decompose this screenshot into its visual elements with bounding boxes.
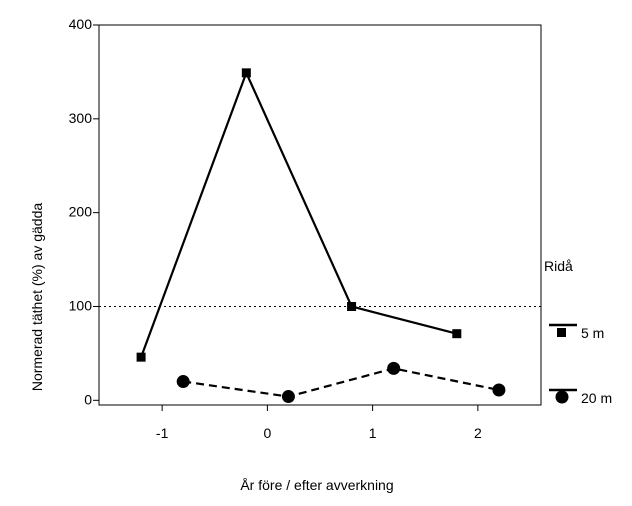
y-tick-label: 400 bbox=[69, 16, 93, 32]
legend-5m-marker bbox=[557, 328, 566, 337]
x-tick-label: 1 bbox=[369, 425, 377, 441]
legend-20m-label: 20 m bbox=[581, 390, 612, 406]
x-axis: -1 0 1 2 bbox=[156, 405, 482, 441]
x-tick-label: -1 bbox=[156, 425, 169, 441]
legend-title: Ridå bbox=[544, 258, 573, 274]
data-point-circle bbox=[492, 383, 506, 397]
series-line-2 bbox=[183, 367, 500, 398]
data-point-square bbox=[347, 301, 357, 311]
y-tick-label: 0 bbox=[84, 391, 92, 407]
data-point-circle bbox=[387, 361, 401, 375]
legend-5m-label: 5 m bbox=[581, 325, 604, 341]
series-layer bbox=[136, 68, 506, 404]
data-point-square bbox=[452, 329, 462, 339]
plot-frame bbox=[98, 24, 542, 406]
x-tick-label: 0 bbox=[263, 425, 271, 441]
y-axis-label: Normerad täthet (%) av gädda bbox=[29, 203, 45, 392]
legend-20m-marker bbox=[555, 390, 569, 404]
data-point-circle bbox=[176, 375, 190, 389]
data-point-circle bbox=[281, 390, 295, 404]
x-axis-label: År före / efter avverkning bbox=[240, 477, 393, 493]
y-tick-label: 300 bbox=[69, 110, 93, 126]
series-line-1 bbox=[140, 70, 458, 358]
y-axis: 0 100 200 300 400 bbox=[69, 16, 99, 407]
data-point-square bbox=[136, 352, 146, 362]
data-point-square bbox=[241, 68, 251, 78]
y-tick-label: 100 bbox=[69, 297, 93, 313]
x-tick-label: 2 bbox=[474, 425, 482, 441]
y-tick-label: 200 bbox=[69, 204, 93, 220]
legend: Ridå 5 m 20 m bbox=[544, 258, 612, 406]
